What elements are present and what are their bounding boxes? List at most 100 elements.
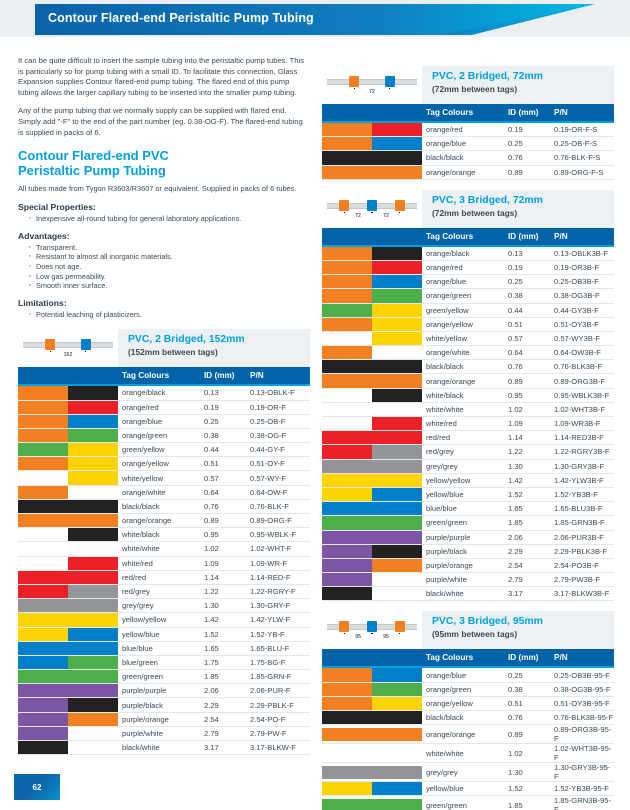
swatch-half-purple [18, 712, 68, 726]
tag-colour-swatch [18, 470, 118, 486]
dimension-label: 95 [372, 634, 400, 641]
tag-colour-swatch [18, 627, 118, 642]
swatch-half-white [322, 331, 372, 346]
swatch-half-green [68, 655, 118, 670]
cell-part-number: 2.54-PO-F [246, 712, 310, 727]
cell-tag-colours: green/yellow [422, 303, 504, 318]
cell-part-number: 0.76-BLK-F-S [550, 150, 614, 166]
cell-part-number: 0.19-OR-F-S [550, 122, 614, 138]
cell-part-number: 1.14-RED-F [246, 570, 310, 585]
table-row: white/black 0.95 0.95-WBLK3B-F [322, 388, 614, 403]
cell-part-number: 1.85-GRN-F [246, 669, 310, 685]
cell-tag-colours: white/white [118, 541, 200, 557]
cell-part-number: 0.57-WY-F [246, 470, 310, 486]
swatch-half-white [372, 573, 422, 587]
tube-tag-orange [339, 621, 349, 633]
swatch-half-yellow [372, 303, 422, 317]
cell-id-mm: 0.25 [504, 667, 550, 683]
cell-tag-colours: green/yellow [118, 442, 200, 458]
swatch-half-red [68, 400, 118, 414]
cell-tag-colours: yellow/blue [422, 487, 504, 503]
tag-colour-swatch [322, 710, 422, 726]
tag-colour-swatch [18, 570, 118, 585]
cell-part-number: 1.22-RGRY3B-F [550, 444, 614, 460]
table-row: red/red 1.14 1.14-RED-F [18, 570, 310, 585]
cell-part-number: 1.14-RED3B-F [550, 430, 614, 446]
col-header-pn: P/N [550, 227, 614, 247]
tag-colour-swatch [322, 530, 422, 545]
swatch-half-white [372, 587, 422, 601]
tag-colour-swatch [322, 515, 422, 531]
table-row: purple/black 2.29 2.29-PBLK-F [18, 697, 310, 713]
cell-tag-colours: orange/blue [422, 667, 504, 683]
table-title-row: 72 72 PVC, 3 Bridged, 72mm (72mm between ta… [322, 189, 614, 228]
cell-part-number: 0.19-OR-F [246, 400, 310, 415]
swatch-half-white [18, 528, 68, 542]
left-table-container: 152 PVC, 2 Bridged, 152mm (152mm between t… [18, 329, 310, 756]
diagram-cell: 152 [18, 329, 118, 368]
swatch-half-black [68, 698, 118, 712]
col-header-tag-colours: Tag Colours [118, 367, 200, 387]
tag-colour-swatch [322, 459, 422, 474]
cell-part-number: 0.38-OG3B-95-F [550, 682, 614, 697]
swatch-half-grey [372, 459, 422, 473]
tag-colour-swatch [18, 726, 118, 742]
table-row: orange/yellow 0.51 0.51-OY3B-95-F [322, 696, 614, 712]
tag-colour-swatch [322, 762, 422, 783]
cell-id-mm: 1.75 [200, 655, 246, 671]
dimension-label: 72 [354, 89, 390, 95]
cell-tag-colours: yellow/yellow [118, 612, 200, 628]
section-heading: Contour Flared-end PVC Peristaltic Pump … [18, 148, 310, 178]
swatch-half-green [372, 798, 422, 810]
table-row: orange/white 0.64 0.64-OW3B-F [322, 345, 614, 361]
cell-part-number: 1.02-WHT3B-F [550, 402, 614, 418]
tag-colour-swatch [322, 487, 422, 503]
cell-part-number: 1.65-BLU3B-F [550, 501, 614, 517]
swatch-half-orange [372, 374, 422, 388]
product-table-pvc-3-bridged-95mm: 95 95 PVC, 3 Bridged, 95mm (95mm between ta… [322, 611, 614, 810]
tag-colour-swatch [322, 501, 422, 517]
swatch-half-orange [18, 414, 68, 428]
cell-id-mm: 3.17 [200, 740, 246, 756]
cell-tag-colours: purple/orange [118, 712, 200, 727]
cell-id-mm: 0.25 [504, 136, 550, 152]
dimension-label: 72 [344, 212, 372, 219]
cell-id-mm: 1.65 [200, 641, 246, 656]
cell-tag-colours: black/black [118, 499, 200, 515]
swatch-half-yellow [68, 613, 118, 627]
cell-tag-colours: black/black [422, 150, 504, 166]
swatch-half-purple [322, 544, 372, 558]
swatch-half-green [18, 443, 68, 457]
swatch-half-orange [322, 727, 372, 741]
col-header-id: ID (mm) [504, 227, 550, 247]
tube-tag-orange [395, 199, 405, 211]
tag-colour-swatch [18, 612, 118, 628]
cell-tag-colours: white/yellow [118, 470, 200, 486]
swatch-half-red [18, 584, 68, 599]
table-row: orange/orange 0.89 0.89-ORG3B-95-F [322, 724, 614, 745]
swatch-half-orange [322, 668, 372, 682]
swatch-half-black [18, 741, 68, 755]
swatch-half-red [322, 445, 372, 459]
swatch-half-red [322, 431, 372, 445]
cell-tag-colours: white/white [422, 402, 504, 418]
tag-colour-swatch [322, 373, 422, 389]
swatch-half-white [68, 542, 118, 556]
cell-tag-colours: orange/orange [422, 373, 504, 389]
table-row: white/white 1.02 1.02-WHT3B-95-F [322, 743, 614, 764]
tag-colour-swatch [18, 584, 118, 600]
right-column: 72 PVC, 2 Bridged, 72mm (72mm between tags… [322, 56, 614, 810]
swatch-half-white [372, 346, 422, 360]
swatch-half-purple [18, 726, 68, 740]
tag-colour-swatch [18, 456, 118, 472]
tag-colour-swatch [322, 260, 422, 276]
cell-id-mm: 1.14 [504, 430, 550, 446]
swatch-half-red [372, 260, 422, 275]
table-row: green/green 1.85 1.85-GRN3B-F [322, 515, 614, 531]
tag-colour-swatch [18, 556, 118, 571]
list-item: Smooth inner surface. [28, 280, 310, 291]
table-row: white/yellow 0.57 0.57-WY-F [18, 470, 310, 486]
cell-id-mm: 1.30 [200, 598, 246, 614]
product-table-pvc-2-bridged-72mm: 72 PVC, 2 Bridged, 72mm (72mm between tags… [322, 66, 614, 180]
table-row: red/red 1.14 1.14-RED3B-F [322, 430, 614, 446]
